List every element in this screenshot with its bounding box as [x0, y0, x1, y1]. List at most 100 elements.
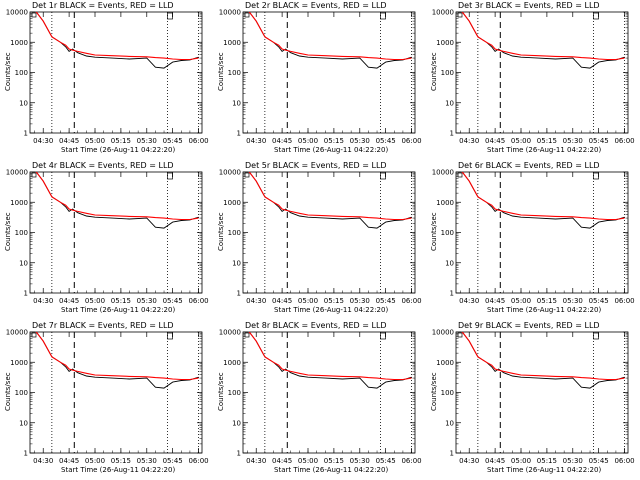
y-tick-label: 10000 — [219, 329, 241, 337]
plot-frame — [455, 11, 629, 134]
x-tick-label: 04:30 — [33, 457, 53, 465]
series-group — [248, 172, 412, 229]
chart-panel: 1 10 100 1000 10000 04:30 04:45 05:00 05:15 05:30… — [0, 320, 213, 480]
y-axis-label: Counts/sec — [217, 211, 225, 251]
y-tick-label: 10 — [232, 99, 241, 107]
x-tick-label: 04:30 — [459, 137, 479, 145]
y-tick-label: 100 — [15, 229, 28, 237]
x-tick-label: 05:45 — [163, 457, 183, 465]
state-flag — [380, 172, 386, 180]
y-tick-label: 1 — [450, 290, 454, 298]
chart-plot: 1 10 100 1000 10000 04:30 04:45 05:00 05:15 05:30… — [219, 329, 422, 466]
x-tick-label: 05:30 — [350, 137, 370, 145]
x-tick-label: 05:30 — [563, 137, 583, 145]
y-axis-label: Counts/sec — [430, 211, 438, 251]
y-tick-label: 100 — [15, 69, 28, 77]
plot-frame — [29, 171, 203, 294]
state-flag — [244, 12, 250, 18]
y-tick-label: 100 — [441, 69, 454, 77]
state-flag-markers — [244, 12, 386, 20]
series-line-lld — [461, 12, 625, 61]
chart-panel: 1 10 100 1000 10000 04:30 04:45 05:00 05:15 05:30… — [0, 0, 213, 160]
x-tick-label: 05:15 — [324, 457, 344, 465]
x-tick-label: 04:30 — [246, 457, 266, 465]
chart-title: Det 3r BLACK = Events, RED = LLD — [458, 1, 600, 10]
x-tick-label: 04:30 — [459, 457, 479, 465]
series-group — [248, 332, 412, 389]
series-line-lld — [248, 172, 412, 221]
y-tick-label: 10000 — [432, 169, 454, 177]
x-tick-label: 04:30 — [459, 297, 479, 305]
chart-panel: 1 10 100 1000 10000 04:30 04:45 05:00 05:15 05:30… — [426, 0, 639, 160]
plot-frame — [455, 171, 629, 294]
x-tick-label: 04:30 — [33, 137, 53, 145]
y-tick-label: 1 — [237, 450, 241, 458]
x-tick-label: 05:45 — [589, 297, 609, 305]
x-axis-label: Start Time (26-Aug-11 04:22:20) — [61, 306, 176, 314]
y-tick-label: 100 — [228, 69, 241, 77]
chart-title: Det 7r BLACK = Events, RED = LLD — [32, 321, 174, 330]
x-tick-label: 04:45 — [59, 137, 79, 145]
x-tick-label: 04:30 — [246, 137, 266, 145]
chart-plot: 1 10 100 1000 10000 04:30 04:45 05:00 05:15 05:30… — [432, 9, 635, 146]
x-tick-label: 05:15 — [537, 137, 557, 145]
x-tick-label: 05:45 — [589, 137, 609, 145]
state-flag-markers — [31, 332, 173, 340]
chart-title: Det 8r BLACK = Events, RED = LLD — [245, 321, 387, 330]
x-tick-label: 05:00 — [511, 297, 531, 305]
y-axis-label: Counts/sec — [4, 211, 12, 251]
x-tick-label: 05:45 — [376, 457, 396, 465]
series-group — [35, 172, 199, 229]
state-flag-markers — [457, 332, 599, 340]
y-axis-label: Counts/sec — [4, 51, 12, 91]
y-tick-label: 1000 — [10, 199, 28, 207]
y-tick-label: 10 — [232, 419, 241, 427]
series-line-lld — [35, 332, 199, 381]
x-tick-label: 05:30 — [137, 457, 157, 465]
y-tick-label: 1 — [24, 290, 28, 298]
x-tick-label: 04:45 — [485, 457, 505, 465]
y-tick-label: 10 — [19, 99, 28, 107]
y-tick-label: 1 — [24, 130, 28, 138]
x-tick-label: 05:15 — [324, 297, 344, 305]
series-line-events — [248, 172, 412, 229]
x-tick-label: 05:30 — [350, 457, 370, 465]
x-tick-label: 04:45 — [272, 137, 292, 145]
plot-frame — [455, 331, 629, 454]
chart-title: Det 9r BLACK = Events, RED = LLD — [458, 321, 600, 330]
y-tick-label: 1 — [450, 450, 454, 458]
state-flag — [244, 332, 250, 338]
state-flag-markers — [457, 12, 599, 20]
state-flag-markers — [244, 172, 386, 180]
x-tick-label: 05:30 — [563, 457, 583, 465]
x-tick-label: 05:00 — [511, 457, 531, 465]
x-tick-label: 06:00 — [401, 137, 421, 145]
state-flag — [593, 332, 599, 340]
state-flag — [380, 332, 386, 340]
y-tick-label: 1 — [450, 130, 454, 138]
series-group — [35, 12, 199, 69]
x-axis-label: Start Time (26-Aug-11 04:22:20) — [487, 306, 602, 314]
series-line-events — [35, 332, 199, 389]
state-flag — [457, 172, 463, 178]
x-tick-label: 04:45 — [485, 297, 505, 305]
x-tick-label: 05:00 — [298, 297, 318, 305]
chart-title: Det 2r BLACK = Events, RED = LLD — [245, 1, 387, 10]
x-tick-label: 06:00 — [614, 457, 634, 465]
series-line-events — [248, 12, 412, 69]
state-flag-markers — [31, 12, 173, 20]
plot-frame — [242, 11, 416, 134]
y-tick-label: 10000 — [432, 9, 454, 17]
y-tick-label: 100 — [441, 389, 454, 397]
plot-frame — [242, 331, 416, 454]
chart-plot: 1 10 100 1000 10000 04:30 04:45 05:00 05:15 05:30… — [6, 169, 209, 306]
y-tick-label: 10000 — [432, 329, 454, 337]
chart-title: Det 1r BLACK = Events, RED = LLD — [32, 1, 174, 10]
x-tick-label: 04:45 — [59, 457, 79, 465]
state-flag — [167, 12, 173, 20]
x-axis-label: Start Time (26-Aug-11 04:22:20) — [61, 466, 176, 474]
y-tick-label: 10 — [19, 259, 28, 267]
y-tick-label: 10000 — [6, 9, 28, 17]
y-tick-label: 10 — [445, 99, 454, 107]
series-group — [248, 12, 412, 69]
